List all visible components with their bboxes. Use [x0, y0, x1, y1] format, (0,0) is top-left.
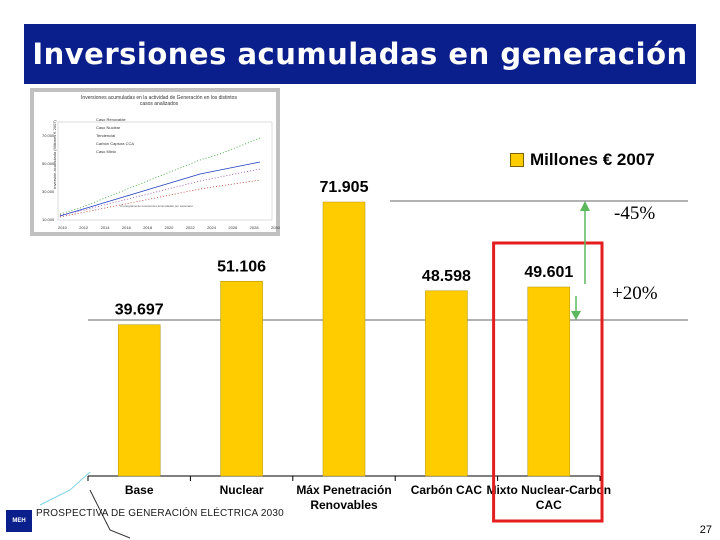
bar-0 [117, 324, 161, 477]
thumbnail-legend-item: Tendencial [96, 133, 116, 138]
thumbnail-legend-item: Caso Mixto [96, 149, 117, 154]
thumbnail-xtick: 2028 [249, 225, 259, 230]
thumbnail-legend-item: Caso Renovable [96, 117, 126, 122]
arrow-down-head [571, 311, 581, 320]
thumbnail-xtick: 2018 [143, 225, 153, 230]
page-number: 27 [699, 524, 712, 536]
category-label: CAC [536, 498, 562, 512]
legend-label: Millones € 2007 [530, 150, 655, 169]
thumbnail-xtick: 2016 [121, 225, 131, 230]
thumbnail-xtick: 2012 [79, 225, 89, 230]
category-label: Mixto Nuclear-Carbon [486, 483, 611, 497]
footer-text: PROSPECTIVA DE GENERACIÓN ELÉCTRICA 2030 [36, 508, 284, 519]
thumbnail-xtick: 2024 [207, 225, 216, 230]
thumbnail-xtick: 2026 [228, 225, 238, 230]
chart-legend: Millones € 2007 [510, 150, 655, 170]
logo: MEH [6, 510, 32, 532]
bar-3 [425, 290, 468, 477]
highlight-box [492, 241, 604, 523]
thumbnail-legend: Caso Renovable Caso Nuclear Tendencial C… [96, 116, 134, 156]
thumbnail-ytick: 50.000 [42, 161, 55, 166]
decor-line [89, 489, 131, 539]
bar-1 [220, 281, 263, 477]
thumbnail-xticks: 2010 2012 2014 2016 2018 2020 2022 2024 … [58, 225, 280, 230]
thumbnail-plot [57, 121, 273, 221]
bar-value-label: 49.601 [524, 264, 573, 281]
thumbnail-yticks: 70.000 50.000 30.000 10.000 [42, 122, 54, 234]
annotation-plus: +20% [612, 283, 658, 304]
thumbnail-xtick: 2022 [185, 225, 195, 230]
thumbnail-legend-item: Caso Nuclear [96, 125, 121, 130]
category-label: Renovables [310, 498, 378, 512]
thumbnail-title: Inversiones acumuladas en la actividad d… [81, 95, 237, 107]
bar-value-label: 48.598 [422, 268, 471, 285]
bar-2 [322, 201, 366, 477]
category-label: Carbón CAC [411, 483, 483, 497]
bar-value-label: 39.697 [115, 302, 164, 319]
thumbnail-xtick: 2014 [100, 225, 110, 230]
legend-swatch [510, 153, 524, 167]
thumbnail-xtick: 2020 [164, 225, 174, 230]
bar-value-label: 71.905 [320, 179, 369, 196]
bar-value-label: 51.106 [217, 258, 266, 275]
decor-line [39, 471, 91, 506]
thumbnail-ytick: 10.000 [42, 217, 55, 222]
thumbnail-chart: Inversiones acumuladas en la actividad d… [30, 88, 280, 236]
arrow-up-head [580, 201, 590, 211]
thumbnail-ytick: 70.000 [42, 133, 55, 138]
category-label: Máx Penetración [296, 483, 391, 497]
thumbnail-ytick: 30.000 [42, 189, 55, 194]
thumbnail-legend-item: Carbón Captura CCA [96, 141, 135, 146]
thumbnail-note: Cronograma de inversiones acumuladas por… [120, 204, 193, 208]
category-label: Nuclear [220, 483, 264, 497]
thumbnail-xtick: 2030 [270, 225, 280, 230]
category-label: Base [125, 483, 154, 497]
annotation-minus: -45% [614, 203, 656, 224]
page-title: Inversiones acumuladas en generación [24, 24, 696, 84]
thumbnail-xtick: 2010 [58, 225, 67, 230]
bar-4 [527, 286, 571, 477]
